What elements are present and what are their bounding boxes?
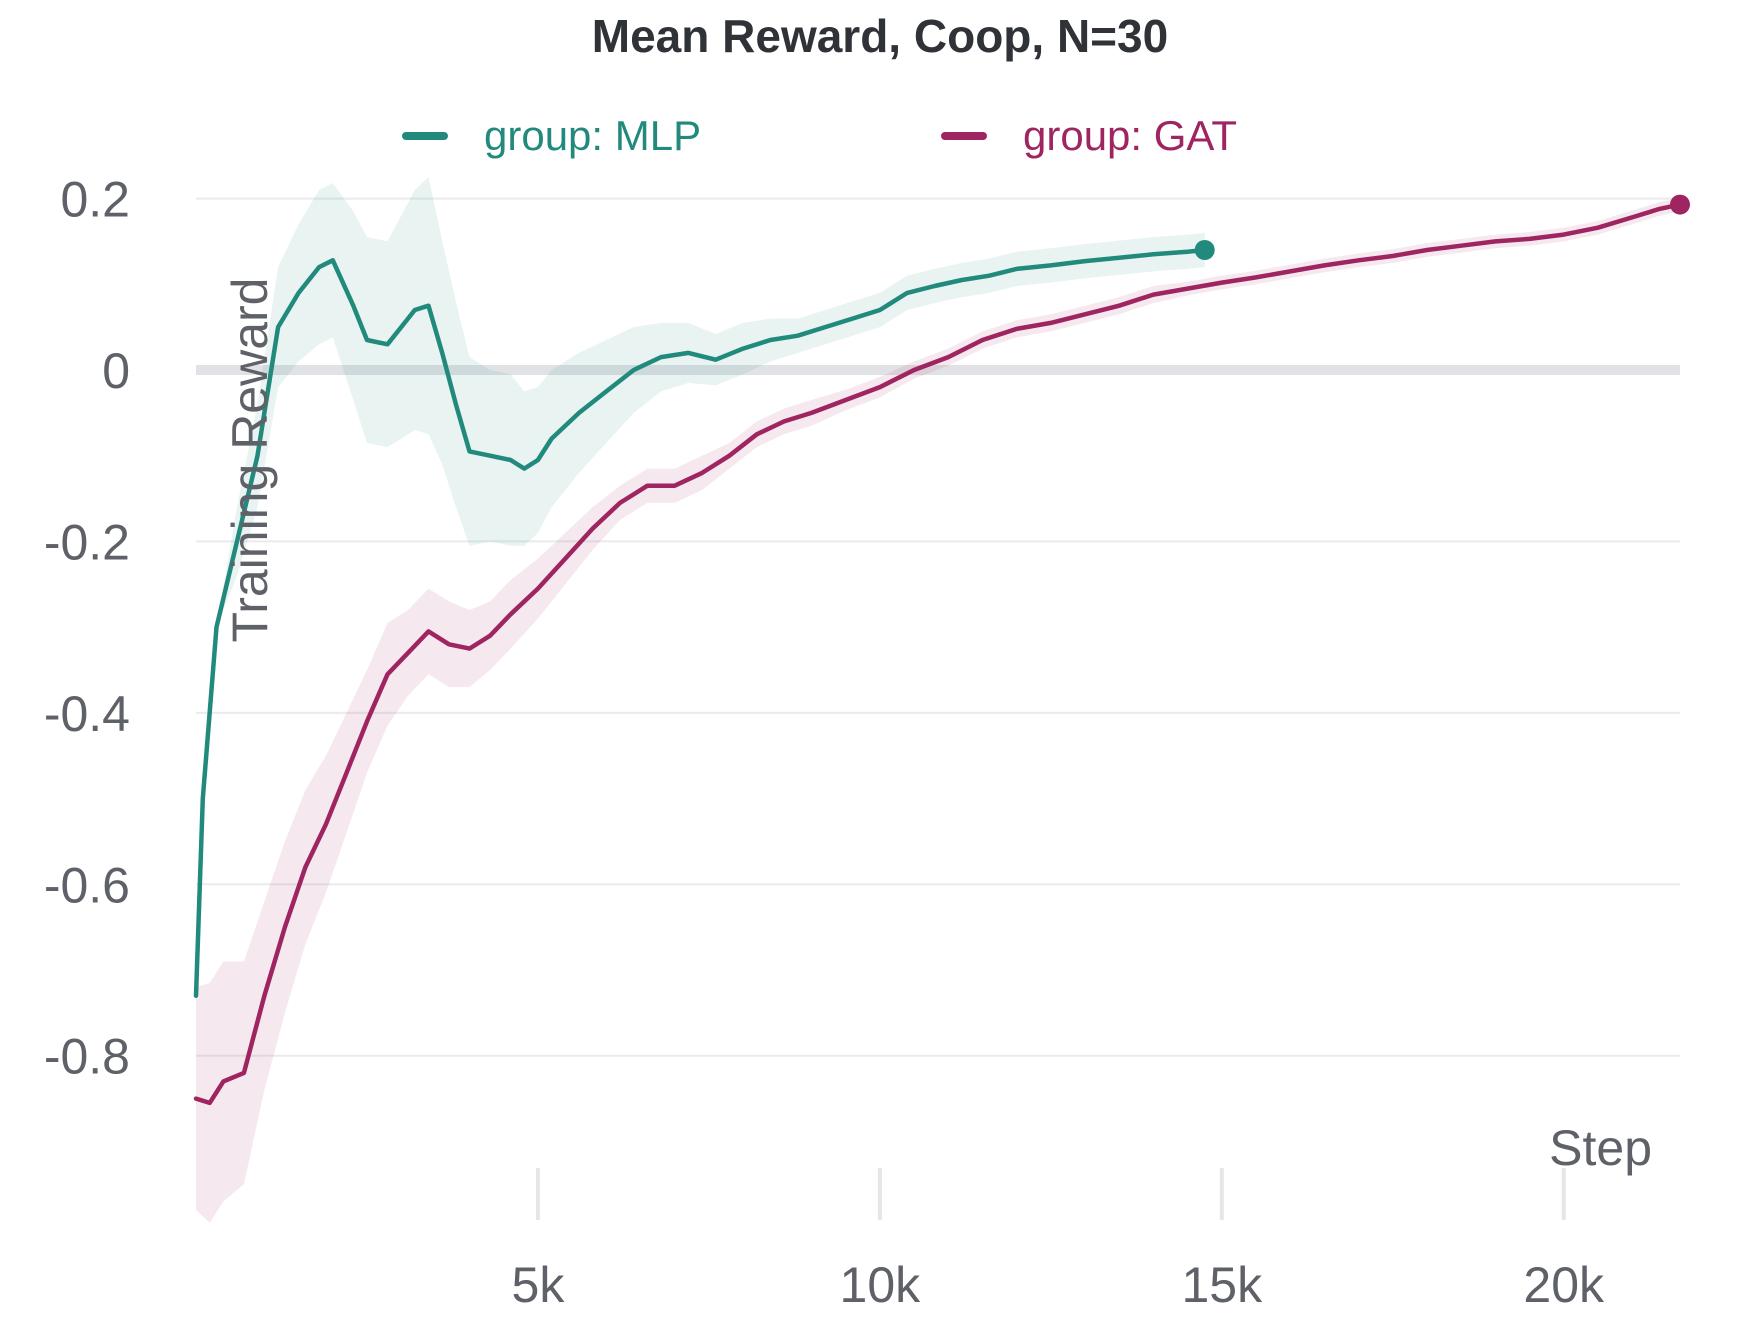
x-tick-label: 20k [1523,1257,1605,1313]
legend[interactable]: group: MLP group: GAT [402,112,1237,159]
y-tick-label: -0.4 [44,686,130,742]
legend-item-mlp[interactable]: group: MLP [402,112,701,159]
y-tick-label: -0.6 [44,857,130,913]
series-lines [193,194,1690,1106]
series-endpoint-gat[interactable] [1670,194,1690,215]
grid [196,197,1680,1220]
x-tick-label: 5k [512,1257,566,1313]
y-tick-label: 0 [102,343,130,399]
legend-label-mlp: group: MLP [484,112,701,159]
y-tick-label: -0.2 [44,514,130,570]
y-tick-label: 0.2 [60,172,130,228]
x-axis-label: Step [1549,1120,1652,1176]
x-tick-label: 10k [840,1257,922,1313]
series-line-gat[interactable] [193,202,1683,1106]
y-axis-ticks: 0.2 0 -0.2 -0.4 -0.6 -0.8 [44,172,130,1085]
legend-item-gat[interactable]: group: GAT [941,112,1237,159]
series-line-mlp[interactable] [193,247,1207,998]
x-axis-ticks: 5k 10k 15k 20k [512,1257,1606,1313]
chart-title: Mean Reward, Coop, N=30 [592,10,1168,62]
y-axis-label: Training Reward [222,278,278,643]
y-tick-label: -0.8 [44,1029,130,1085]
confidence-bands [196,177,1680,1223]
x-tick-label: 15k [1181,1257,1263,1313]
series-endpoint-mlp[interactable] [1194,240,1215,260]
legend-label-gat: group: GAT [1023,112,1237,159]
band-mlp [196,177,1205,996]
